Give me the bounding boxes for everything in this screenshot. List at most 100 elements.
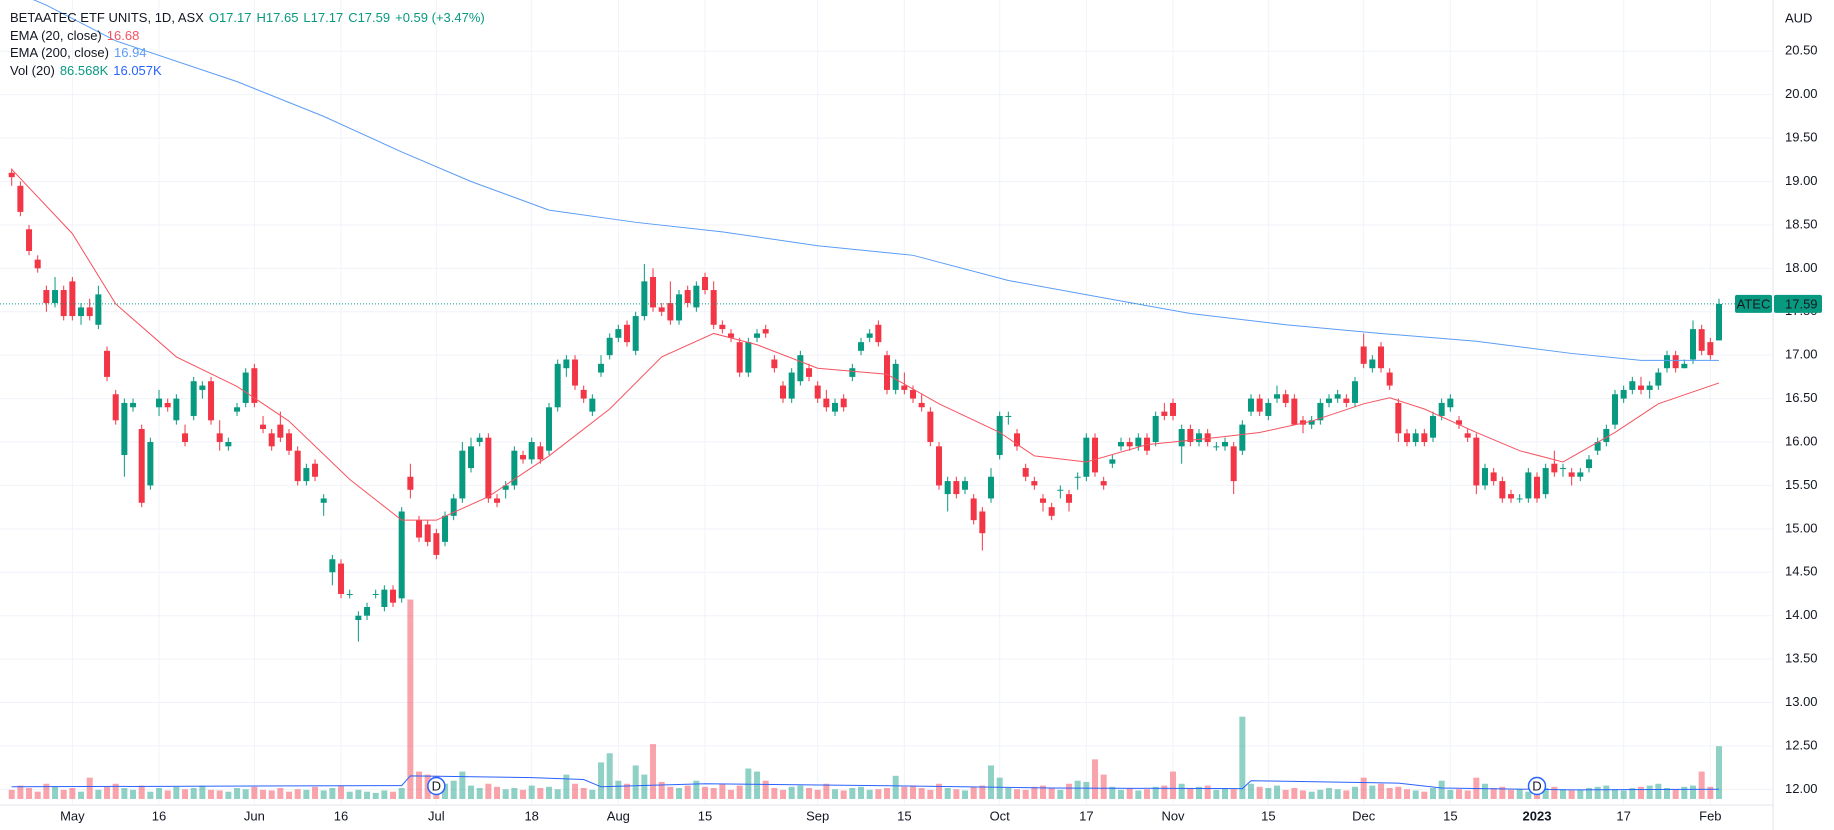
volume-bar [1464,790,1471,799]
candle-body [520,455,527,460]
volume-bar [1248,783,1255,799]
volume-bar [34,791,41,799]
volume-bar [580,788,587,799]
volume-bar [788,786,795,799]
x-tick-label: Aug [607,808,630,823]
candle-body [1083,437,1090,477]
x-tick-label: 15 [1443,808,1457,823]
candle-body [1369,359,1376,369]
candle-body [381,589,388,608]
volume-bar [69,788,76,799]
candle-body [1473,437,1480,486]
volume-bar [320,790,327,799]
volume-bar [303,789,310,799]
candle-body [190,381,197,416]
volume-bar [1412,790,1419,799]
volume-bar [60,789,67,799]
candle-body [1291,398,1298,425]
volume-bar [459,771,466,799]
candle-body [1707,342,1714,356]
candle-body [1586,459,1593,469]
volume-bar [684,785,691,799]
candle-body [1551,463,1558,473]
candle-body [1525,472,1532,499]
candle-body [52,290,59,304]
candle-body [1378,346,1385,369]
candle-body [1464,433,1471,438]
candle-body [927,411,934,443]
volume-bar [1698,771,1705,799]
candle-body [684,290,691,304]
volume-bar [1057,789,1064,799]
volume-bar [147,791,154,799]
volume-bar [520,789,527,799]
y-tick-label: 14.50 [1785,564,1818,579]
candle-body [78,307,85,317]
candle-body [1386,372,1393,386]
candle-body [494,498,501,503]
candle-body [1317,402,1324,421]
volume-bar [1681,786,1688,799]
volume-bar [849,788,856,799]
candle-body [606,337,613,356]
candle-body [1690,329,1697,360]
candle-body [1343,398,1350,403]
candle-body [1265,402,1272,416]
volume-bar [468,785,475,799]
candle-body [1057,489,1064,491]
y-tick-label: 13.00 [1785,694,1818,709]
candle-body [1629,381,1636,390]
candle-body [69,281,76,317]
x-tick-label: Feb [1699,808,1721,823]
volume-bar [130,789,137,799]
volume-bar [1395,786,1402,799]
candle-body [1022,468,1029,477]
candle-body [1031,481,1038,486]
candle-body [1568,472,1575,477]
candle-body [962,481,969,490]
volume-bar [1031,786,1038,799]
candle-body [1196,433,1203,443]
candle-body [251,368,258,403]
candle-body [1681,363,1688,369]
candle-body [225,442,232,447]
volume-bar [936,783,943,799]
candle-body [277,424,284,438]
volume-bar [277,788,284,799]
y-tick-label: 14.00 [1785,607,1818,622]
volume-bar [944,788,951,799]
volume-bar [1655,783,1662,799]
candle-body [112,394,119,421]
candle-body [996,415,1003,456]
volume-bar [719,783,726,799]
legend-row: BETAATEC ETF UNITS, 1D, ASX O17.17 H17.65 L… [10,9,490,27]
candle-body [1577,472,1584,477]
volume-bar [372,792,379,799]
candle-body [95,294,102,325]
y-tick-label: 17.00 [1785,347,1818,362]
candle-body [286,433,293,451]
candle-body [60,290,67,317]
volume-bar [346,791,353,799]
candle-body [1360,346,1367,364]
volume-bar [1256,786,1263,799]
volume-bar [1118,789,1125,799]
volume-bar [1066,783,1073,799]
volume-bar [1421,791,1428,799]
candle-body [537,446,544,460]
volume-bar [1594,786,1601,799]
candle-body [433,533,440,555]
volume-bar [1516,789,1523,799]
volume-bar [667,786,674,799]
candle-body [589,398,596,412]
x-tick-label: Dec [1352,808,1376,823]
volume-bar [572,783,579,799]
volume-bar [996,777,1003,799]
symbol-tag-label: ATEC [1737,296,1771,311]
volume-bar [104,786,111,799]
y-tick-label: 20.50 [1785,43,1818,58]
ohlc-value: C17.59 [348,10,391,25]
indicator-name: Vol (20) [10,62,55,78]
dividend-label: D [1532,778,1541,793]
